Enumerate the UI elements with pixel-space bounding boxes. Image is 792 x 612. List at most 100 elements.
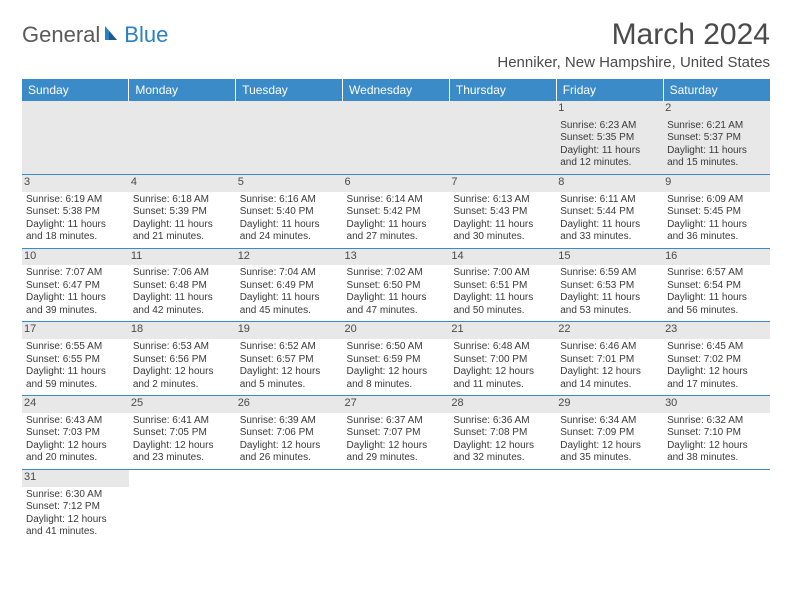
detail-line: Sunrise: 6:59 AM	[560, 267, 659, 280]
day-cell: 29Sunrise: 6:34 AMSunset: 7:09 PMDayligh…	[556, 396, 663, 470]
day-details: Sunrise: 6:09 AMSunset: 5:45 PMDaylight:…	[667, 194, 766, 244]
detail-line: Daylight: 11 hours	[667, 292, 766, 305]
detail-line: Daylight: 12 hours	[560, 366, 659, 379]
logo-text-blue: Blue	[124, 22, 168, 48]
empty-cell	[556, 469, 663, 542]
day-details: Sunrise: 6:45 AMSunset: 7:02 PMDaylight:…	[667, 341, 766, 391]
detail-line: and 15 minutes.	[667, 157, 766, 170]
detail-line: Sunset: 7:00 PM	[453, 354, 552, 367]
week-row: 3Sunrise: 6:19 AMSunset: 5:38 PMDaylight…	[22, 174, 770, 248]
detail-line: Sunrise: 6:50 AM	[347, 341, 446, 354]
detail-line: Daylight: 11 hours	[240, 292, 339, 305]
calendar-table: SundayMondayTuesdayWednesdayThursdayFrid…	[22, 79, 770, 543]
day-number: 3	[22, 175, 129, 192]
day-details: Sunrise: 6:46 AMSunset: 7:01 PMDaylight:…	[560, 341, 659, 391]
detail-line: Daylight: 11 hours	[667, 219, 766, 232]
empty-cell	[449, 469, 556, 542]
detail-line: and 59 minutes.	[26, 379, 125, 392]
detail-line: Daylight: 11 hours	[453, 219, 552, 232]
detail-line: Sunrise: 6:41 AM	[133, 415, 232, 428]
day-details: Sunrise: 6:13 AMSunset: 5:43 PMDaylight:…	[453, 194, 552, 244]
day-details: Sunrise: 6:36 AMSunset: 7:08 PMDaylight:…	[453, 415, 552, 465]
day-cell: 27Sunrise: 6:37 AMSunset: 7:07 PMDayligh…	[343, 396, 450, 470]
day-cell: 6Sunrise: 6:14 AMSunset: 5:42 PMDaylight…	[343, 174, 450, 248]
day-number: 26	[236, 396, 343, 413]
detail-line: Sunset: 5:44 PM	[560, 206, 659, 219]
detail-line: Sunset: 7:02 PM	[667, 354, 766, 367]
day-number: 29	[556, 396, 663, 413]
detail-line: Daylight: 11 hours	[347, 292, 446, 305]
detail-line: and 17 minutes.	[667, 379, 766, 392]
detail-line: and 29 minutes.	[347, 452, 446, 465]
day-cell: 30Sunrise: 6:32 AMSunset: 7:10 PMDayligh…	[663, 396, 770, 470]
day-details: Sunrise: 6:52 AMSunset: 6:57 PMDaylight:…	[240, 341, 339, 391]
detail-line: Sunrise: 6:37 AM	[347, 415, 446, 428]
day-number: 23	[663, 322, 770, 339]
day-number: 13	[343, 249, 450, 266]
day-cell: 22Sunrise: 6:46 AMSunset: 7:01 PMDayligh…	[556, 322, 663, 396]
detail-line: and 23 minutes.	[133, 452, 232, 465]
detail-line: Sunset: 6:57 PM	[240, 354, 339, 367]
day-number: 9	[663, 175, 770, 192]
calendar-body: 1Sunrise: 6:23 AMSunset: 5:35 PMDaylight…	[22, 101, 770, 543]
detail-line: and 36 minutes.	[667, 231, 766, 244]
detail-line: and 12 minutes.	[560, 157, 659, 170]
day-number: 16	[663, 249, 770, 266]
detail-line: and 35 minutes.	[560, 452, 659, 465]
day-details: Sunrise: 6:30 AMSunset: 7:12 PMDaylight:…	[26, 489, 125, 539]
logo-text-general: General	[22, 22, 100, 48]
day-cell: 12Sunrise: 7:04 AMSunset: 6:49 PMDayligh…	[236, 248, 343, 322]
detail-line: Sunrise: 6:21 AM	[667, 120, 766, 133]
day-details: Sunrise: 6:21 AMSunset: 5:37 PMDaylight:…	[667, 120, 766, 170]
empty-cell	[129, 101, 236, 174]
detail-line: Sunset: 7:07 PM	[347, 427, 446, 440]
day-details: Sunrise: 7:02 AMSunset: 6:50 PMDaylight:…	[347, 267, 446, 317]
day-header: Wednesday	[343, 79, 450, 101]
detail-line: Sunset: 5:39 PM	[133, 206, 232, 219]
day-number: 4	[129, 175, 236, 192]
day-number: 12	[236, 249, 343, 266]
day-cell: 9 Sunrise: 6:09 AMSunset: 5:45 PMDaylight…	[663, 174, 770, 248]
day-header: Monday	[129, 79, 236, 101]
day-header: Thursday	[449, 79, 556, 101]
detail-line: Daylight: 12 hours	[133, 440, 232, 453]
detail-line: Daylight: 11 hours	[26, 366, 125, 379]
detail-line: and 18 minutes.	[26, 231, 125, 244]
day-cell: 8Sunrise: 6:11 AMSunset: 5:44 PMDaylight…	[556, 174, 663, 248]
detail-line: Sunrise: 6:57 AM	[667, 267, 766, 280]
empty-cell	[236, 469, 343, 542]
detail-line: Sunrise: 7:02 AM	[347, 267, 446, 280]
detail-line: Sunset: 6:54 PM	[667, 280, 766, 293]
day-details: Sunrise: 6:50 AMSunset: 6:59 PMDaylight:…	[347, 341, 446, 391]
day-number: 18	[129, 322, 236, 339]
detail-line: Daylight: 11 hours	[560, 292, 659, 305]
detail-line: and 38 minutes.	[667, 452, 766, 465]
day-details: Sunrise: 6:18 AMSunset: 5:39 PMDaylight:…	[133, 194, 232, 244]
day-cell: 18Sunrise: 6:53 AMSunset: 6:56 PMDayligh…	[129, 322, 236, 396]
detail-line: and 42 minutes.	[133, 305, 232, 318]
day-cell: 3Sunrise: 6:19 AMSunset: 5:38 PMDaylight…	[22, 174, 129, 248]
day-details: Sunrise: 6:55 AMSunset: 6:55 PMDaylight:…	[26, 341, 125, 391]
day-cell: 15Sunrise: 6:59 AMSunset: 6:53 PMDayligh…	[556, 248, 663, 322]
day-cell: 10Sunrise: 7:07 AMSunset: 6:47 PMDayligh…	[22, 248, 129, 322]
day-cell: 19Sunrise: 6:52 AMSunset: 6:57 PMDayligh…	[236, 322, 343, 396]
location: Henniker, New Hampshire, United States	[497, 54, 770, 71]
day-details: Sunrise: 6:11 AMSunset: 5:44 PMDaylight:…	[560, 194, 659, 244]
detail-line: and 14 minutes.	[560, 379, 659, 392]
detail-line: Sunset: 7:05 PM	[133, 427, 232, 440]
detail-line: Daylight: 11 hours	[667, 145, 766, 158]
detail-line: Sunset: 6:59 PM	[347, 354, 446, 367]
detail-line: and 56 minutes.	[667, 305, 766, 318]
detail-line: Sunset: 6:53 PM	[560, 280, 659, 293]
detail-line: and 11 minutes.	[453, 379, 552, 392]
day-cell: 2Sunrise: 6:21 AMSunset: 5:37 PMDaylight…	[663, 101, 770, 174]
detail-line: Sunrise: 7:06 AM	[133, 267, 232, 280]
detail-line: Daylight: 11 hours	[26, 219, 125, 232]
detail-line: Daylight: 12 hours	[453, 440, 552, 453]
day-details: Sunrise: 6:57 AMSunset: 6:54 PMDaylight:…	[667, 267, 766, 317]
header: GeneralBlue March 2024 Henniker, New Ham…	[22, 18, 770, 71]
detail-line: Daylight: 12 hours	[26, 440, 125, 453]
day-number: 27	[343, 396, 450, 413]
day-cell: 5Sunrise: 6:16 AMSunset: 5:40 PMDaylight…	[236, 174, 343, 248]
day-details: Sunrise: 6:23 AMSunset: 5:35 PMDaylight:…	[560, 120, 659, 170]
